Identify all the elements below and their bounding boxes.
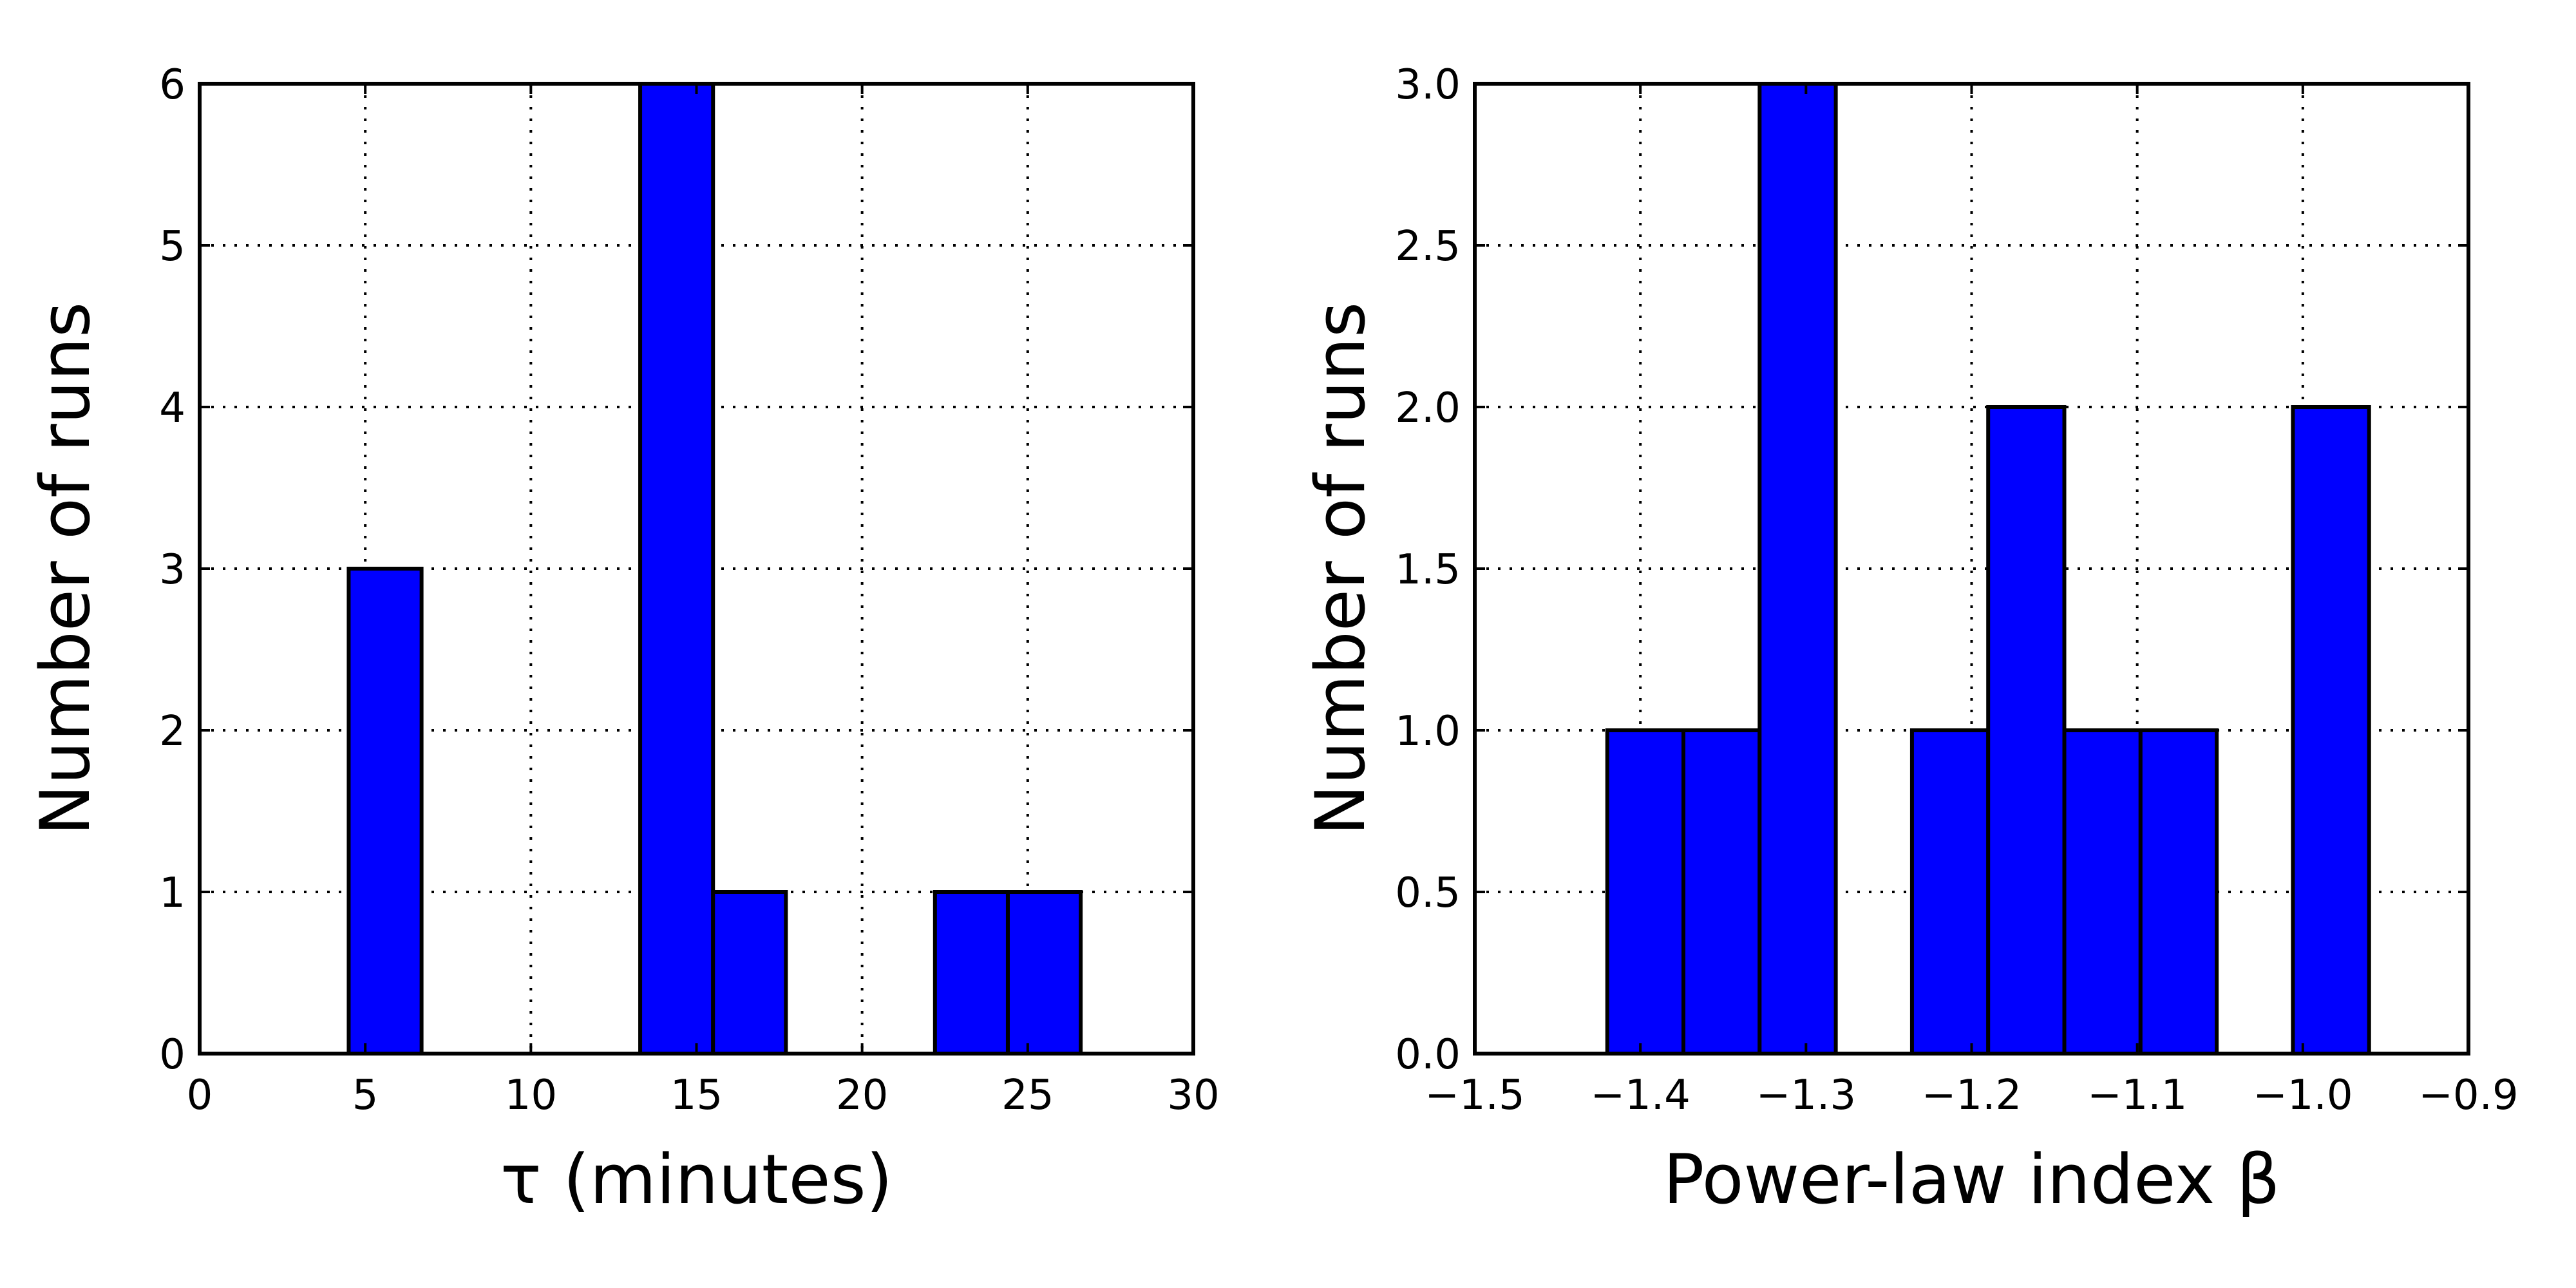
- beta-y-tick-label: 0.5: [1395, 869, 1461, 917]
- beta-x-tick-label: −1.3: [1756, 1072, 1856, 1119]
- beta-histogram-bar: [1681, 728, 1762, 1056]
- beta-x-tick-label: −1.5: [1425, 1072, 1524, 1119]
- tau-x-tick-label: 15: [670, 1072, 723, 1119]
- beta-y-tick-label: 3.0: [1395, 61, 1461, 109]
- tau-y-tick-label: 0: [159, 1031, 185, 1079]
- tau-y-tick-label: 3: [159, 546, 185, 594]
- tau-y-axis-label: Number of runs: [26, 302, 105, 836]
- tau-histogram-bar: [638, 82, 715, 1056]
- beta-histogram-bar: [1909, 728, 1991, 1056]
- tau-histogram-bar: [933, 890, 1010, 1056]
- beta-histogram-bar: [2138, 728, 2219, 1056]
- tau-y-tick-label: 4: [159, 384, 185, 432]
- tau-y-tick-label: 5: [159, 223, 185, 270]
- beta-x-tick-label: −0.9: [2418, 1072, 2518, 1119]
- tau-x-tick-label: 30: [1167, 1072, 1219, 1119]
- beta-x-tick-label: −1.1: [2087, 1072, 2187, 1119]
- beta-y-tick-label: 2.5: [1395, 223, 1461, 270]
- tau-x-tick-label: 0: [187, 1072, 213, 1119]
- tau-y-tick-label: 6: [159, 61, 185, 109]
- tau-y-tick-label: 2: [159, 708, 185, 755]
- beta-x-tick-label: −1.0: [2253, 1072, 2353, 1119]
- tau-histogram-bar: [346, 567, 424, 1056]
- beta-y-tick-label: 1.5: [1395, 546, 1461, 594]
- beta-y-axis-label: Number of runs: [1301, 302, 1380, 836]
- tau-x-tick-label: 10: [505, 1072, 557, 1119]
- tau-histogram-bar: [711, 890, 788, 1056]
- tau-histogram-panel: 0 5 10 15 20 25 30 0 1 2 3 4 5 6 τ (minutes) Number of …: [26, 61, 1220, 1219]
- beta-x-tick-label: −1.4: [1590, 1072, 1690, 1119]
- beta-histogram-bar: [1757, 82, 1838, 1056]
- beta-histogram-bar: [1986, 405, 2067, 1056]
- beta-y-tick-label: 2.0: [1395, 384, 1461, 432]
- beta-histogram-bar: [2291, 405, 2371, 1056]
- tau-x-tick-label: 25: [1001, 1072, 1054, 1119]
- beta-x-tick-label: −1.2: [1922, 1072, 2022, 1119]
- beta-y-tick-label: 0.0: [1395, 1031, 1461, 1079]
- beta-histogram-panel: −1.5 −1.4 −1.3 −1.2 −1.1 −1.0 −0.9 0.0 0.5 1.0 1.5…: [1301, 61, 2519, 1219]
- tau-x-axis-label: τ (minutes): [500, 1140, 893, 1219]
- beta-histogram-bar: [1605, 728, 1686, 1056]
- beta-x-axis-label: Power-law index β: [1663, 1140, 2280, 1219]
- tau-x-tick-label: 5: [352, 1072, 379, 1119]
- tau-x-tick-label: 20: [836, 1072, 888, 1119]
- beta-y-tick-label: 1.0: [1395, 708, 1461, 755]
- beta-histogram-bar: [2062, 728, 2143, 1056]
- tau-histogram-bar: [1005, 890, 1083, 1056]
- tau-y-tick-label: 1: [159, 869, 185, 917]
